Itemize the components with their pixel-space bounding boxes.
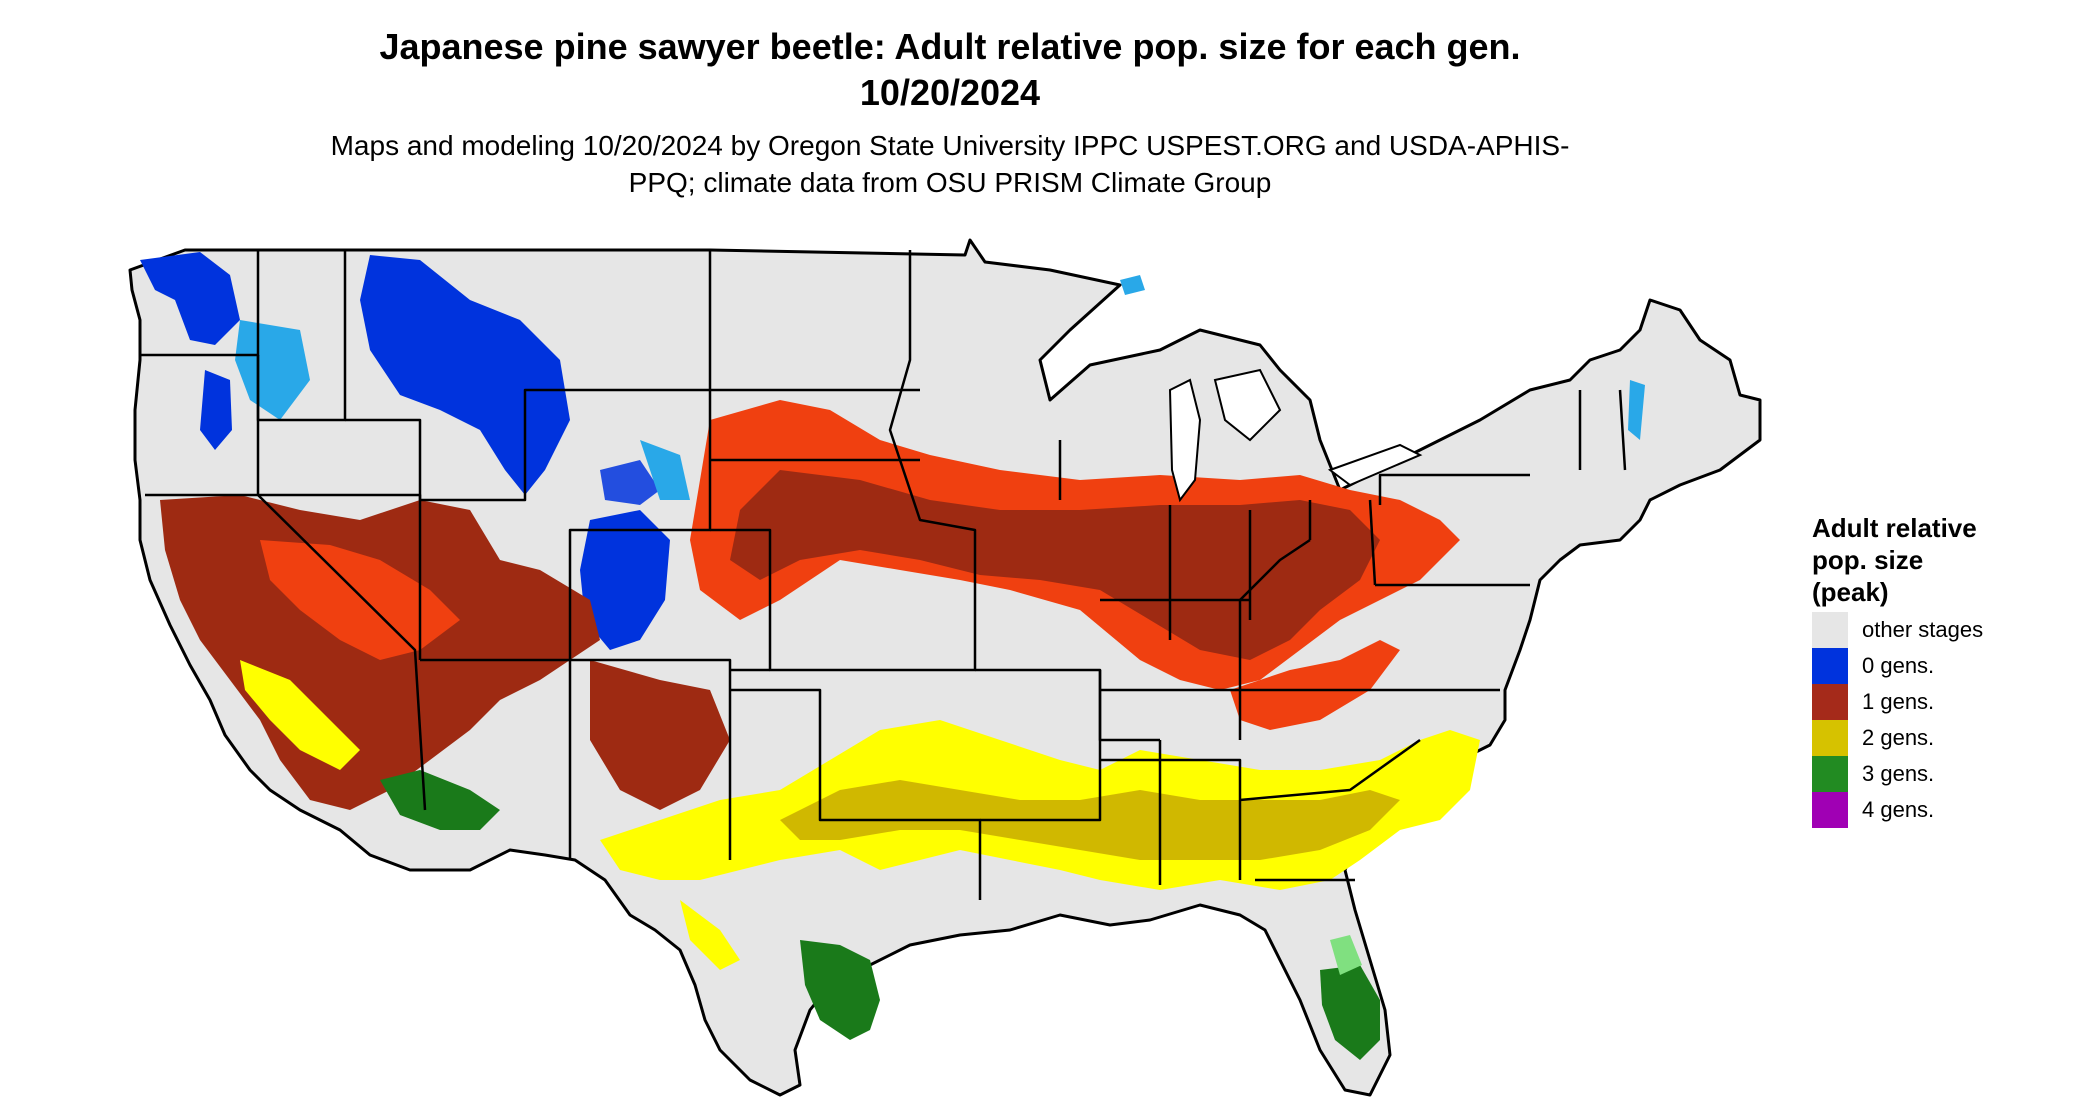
zero-gen-colorado [580,510,670,650]
legend-item-0-gens: 0 gens. [1812,648,1934,684]
one-gen-west-light [260,540,460,660]
legend-label: 2 gens. [1862,725,1935,750]
legend-item-other-stages: other stages [1812,612,1983,648]
zero-gen-light-blue-great-lakes [1120,275,1145,295]
legend-title: Adult relative pop. size (peak) [1812,513,1977,607]
three-gen-regions [380,770,1380,1060]
legend-item-3-gens: 3 gens. [1812,756,1934,792]
lake-erie [1327,443,1423,487]
legend-item-2-gens: 2 gens. [1812,720,1934,756]
three-gen-arizona [380,770,500,830]
zero-gen-light-blue-scatter [235,320,310,420]
lake-michigan [1168,378,1202,503]
zero-gen-regions [140,252,1645,650]
legend-swatch [1812,648,1848,684]
zero-gen-oregon-cascades [200,370,232,450]
legend-item-1-gens: 1 gens. [1812,684,1934,720]
three-gen-south-texas [800,940,880,1040]
one-gen-nm-az [590,660,730,810]
one-gen-appalachian [1230,640,1400,730]
legend-swatch [1812,756,1848,792]
zero-gen-idaho-montana [360,255,570,495]
great-lakes [1168,368,1423,503]
zero-gen-washington [140,252,240,345]
three-gen-florida-light [1330,935,1362,975]
two-gen-texas-coast [680,900,740,970]
lake-huron [1213,368,1282,442]
two-gen-california [240,660,360,770]
three-gen-florida [1320,965,1380,1060]
map-title: Japanese pine sawyer beetle: Adult relat… [379,26,1521,113]
zero-gen-light-blue-ne [1628,380,1645,440]
legend-label: 3 gens. [1862,761,1935,786]
state-boundaries [140,250,1627,900]
map-subtitle: Maps and modeling 10/20/2024 by Oregon S… [330,130,1570,198]
legend-label: other stages [1862,617,1984,642]
zero-gen-light-blue-utah [640,440,690,500]
legend-item-4-gens: 4 gens. [1812,792,1934,828]
legend-label: 1 gens. [1862,689,1935,714]
legend-swatch [1812,792,1848,828]
legend-swatch [1812,720,1848,756]
legend-label: 4 gens. [1862,797,1935,822]
zero-gen-wyoming [600,460,660,505]
legend-swatch [1812,684,1848,720]
legend-label: 0 gens. [1862,653,1935,678]
legend-swatch [1812,612,1848,648]
one-gen-regions [160,400,1460,810]
one-gen-central-band-dark [730,470,1380,660]
